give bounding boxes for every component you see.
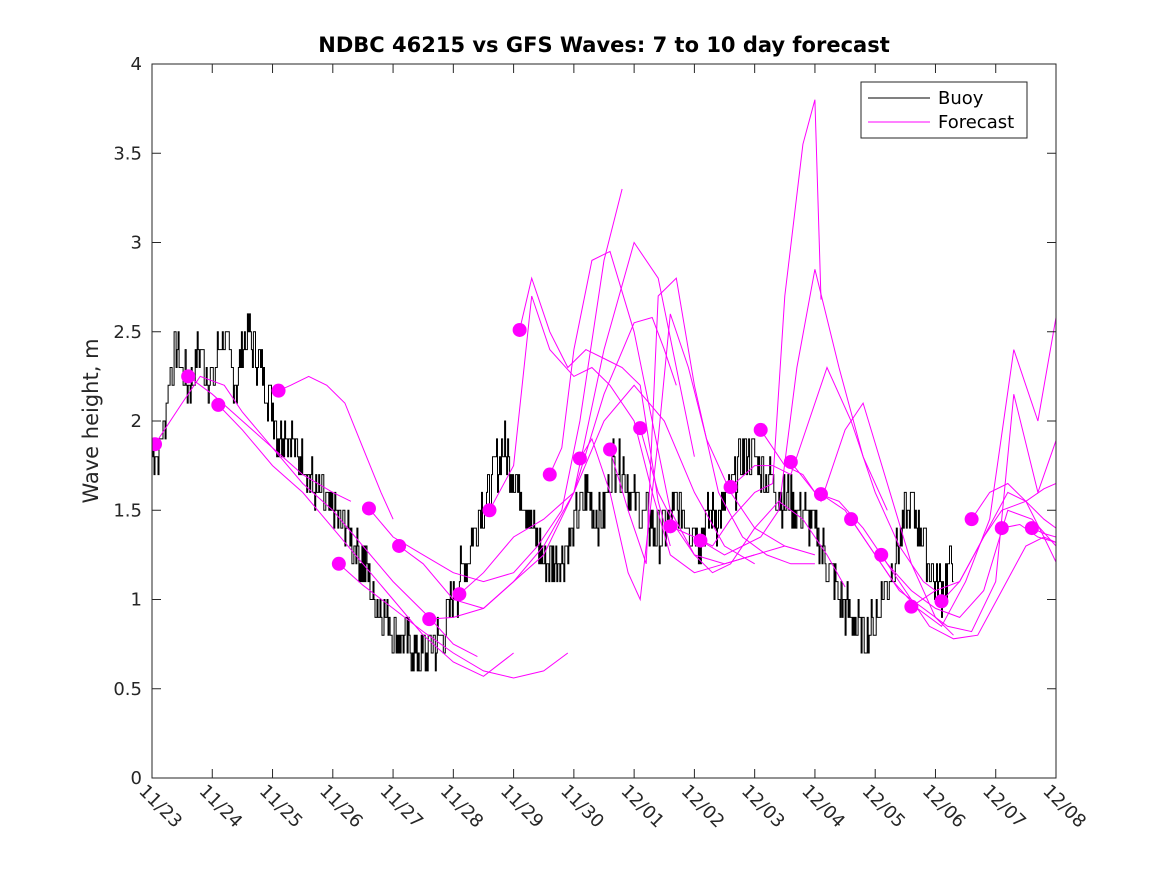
y-tick-label: 2 bbox=[131, 411, 142, 432]
forecast-line bbox=[700, 269, 888, 556]
forecast-start-marker bbox=[994, 521, 1009, 536]
y-axis: 0 0.5 1 1.5 2 2.5 3 3.5 4 bbox=[113, 54, 1056, 789]
forecast-line bbox=[368, 188, 623, 583]
forecast-run bbox=[187, 375, 478, 658]
forecast-run bbox=[368, 188, 623, 583]
legend-buoy-label: Buoy bbox=[938, 88, 984, 109]
forecast-line bbox=[911, 483, 1056, 608]
forecast-run bbox=[338, 563, 569, 679]
forecast-start-marker bbox=[512, 322, 527, 337]
forecast-start-marker bbox=[331, 556, 346, 571]
forecast-run bbox=[609, 277, 815, 565]
y-tick-label: 1 bbox=[131, 590, 142, 611]
forecast-start-marker bbox=[1024, 521, 1039, 536]
forecast-start-marker bbox=[542, 467, 557, 482]
forecast-start-marker bbox=[271, 383, 286, 398]
forecast-line bbox=[941, 500, 1056, 602]
forecast-start-marker bbox=[211, 397, 226, 412]
forecast-start-marker bbox=[392, 538, 407, 553]
buoy-series bbox=[152, 313, 954, 672]
forecast-run bbox=[549, 250, 755, 565]
forecast-run bbox=[639, 427, 846, 588]
y-tick-label: 0.5 bbox=[113, 679, 142, 700]
forecast-line bbox=[278, 375, 394, 520]
forecast-line bbox=[459, 384, 755, 595]
y-tick-label: 3.5 bbox=[113, 143, 142, 164]
forecast-start-marker bbox=[753, 422, 768, 437]
y-tick-label: 1.5 bbox=[113, 500, 142, 521]
forecast-line bbox=[217, 404, 514, 677]
forecast-line bbox=[154, 375, 352, 502]
forecast-start-marker bbox=[181, 369, 196, 384]
forecast-start-marker bbox=[904, 599, 919, 614]
forecast-start-marker bbox=[813, 487, 828, 502]
forecast-start-marker bbox=[482, 503, 497, 518]
forecast-line bbox=[609, 277, 815, 565]
forecast-run bbox=[730, 366, 936, 592]
forecast-line bbox=[187, 375, 478, 658]
legend-forecast-label: Forecast bbox=[938, 112, 1014, 133]
forecast-start-marker bbox=[633, 421, 648, 436]
forecast-start-marker bbox=[361, 501, 376, 516]
forecast-series-group bbox=[152, 99, 1056, 679]
forecast-run bbox=[700, 269, 888, 556]
legend: Buoy Forecast bbox=[860, 81, 1028, 139]
forecast-run bbox=[459, 384, 755, 595]
forecast-start-marker bbox=[723, 480, 738, 495]
forecast-start-marker bbox=[874, 547, 889, 562]
forecast-start-marker bbox=[783, 455, 798, 470]
forecast-run bbox=[278, 375, 394, 520]
forecast-line bbox=[730, 366, 936, 592]
y-tick-label: 2.5 bbox=[113, 322, 142, 343]
forecast-run bbox=[760, 401, 954, 636]
forecast-run bbox=[941, 500, 1056, 602]
forecast-line bbox=[760, 401, 954, 636]
chart-title: NDBC 46215 vs GFS Waves: 7 to 10 day for… bbox=[318, 33, 889, 57]
forecast-line bbox=[790, 461, 1056, 618]
y-tick-label: 4 bbox=[131, 54, 142, 75]
forecast-line bbox=[850, 394, 1056, 633]
forecast-line bbox=[639, 427, 846, 588]
forecast-start-marker bbox=[572, 451, 587, 466]
forecast-start-marker bbox=[422, 612, 437, 627]
forecast-start-marker bbox=[663, 519, 678, 534]
forecast-start-marker bbox=[844, 512, 859, 527]
forecast-line bbox=[338, 563, 569, 679]
forecast-line bbox=[519, 276, 671, 547]
forecast-run bbox=[489, 295, 785, 574]
forecast-start-marker bbox=[603, 442, 618, 457]
y-axis-label: Wave height, m bbox=[79, 338, 103, 503]
forecast-run bbox=[519, 276, 671, 547]
y-tick-label: 0 bbox=[131, 768, 142, 789]
forecast-start-marker bbox=[934, 594, 949, 609]
forecast-start-marker bbox=[693, 533, 708, 548]
forecast-run bbox=[154, 375, 352, 502]
forecast-run bbox=[217, 404, 514, 677]
forecast-line bbox=[489, 295, 785, 574]
y-tick-label: 3 bbox=[131, 233, 142, 254]
forecast-start-marker bbox=[452, 587, 467, 602]
forecast-start-marker bbox=[152, 437, 163, 452]
forecast-run bbox=[911, 483, 1056, 608]
legend-box bbox=[860, 81, 1028, 139]
forecast-line bbox=[971, 482, 1056, 529]
buoy-line bbox=[152, 313, 954, 672]
forecast-run bbox=[850, 394, 1056, 633]
forecast-start-marker bbox=[964, 512, 979, 527]
forecast-run bbox=[790, 461, 1056, 618]
forecast-run bbox=[971, 482, 1056, 529]
forecast-line bbox=[549, 250, 755, 565]
